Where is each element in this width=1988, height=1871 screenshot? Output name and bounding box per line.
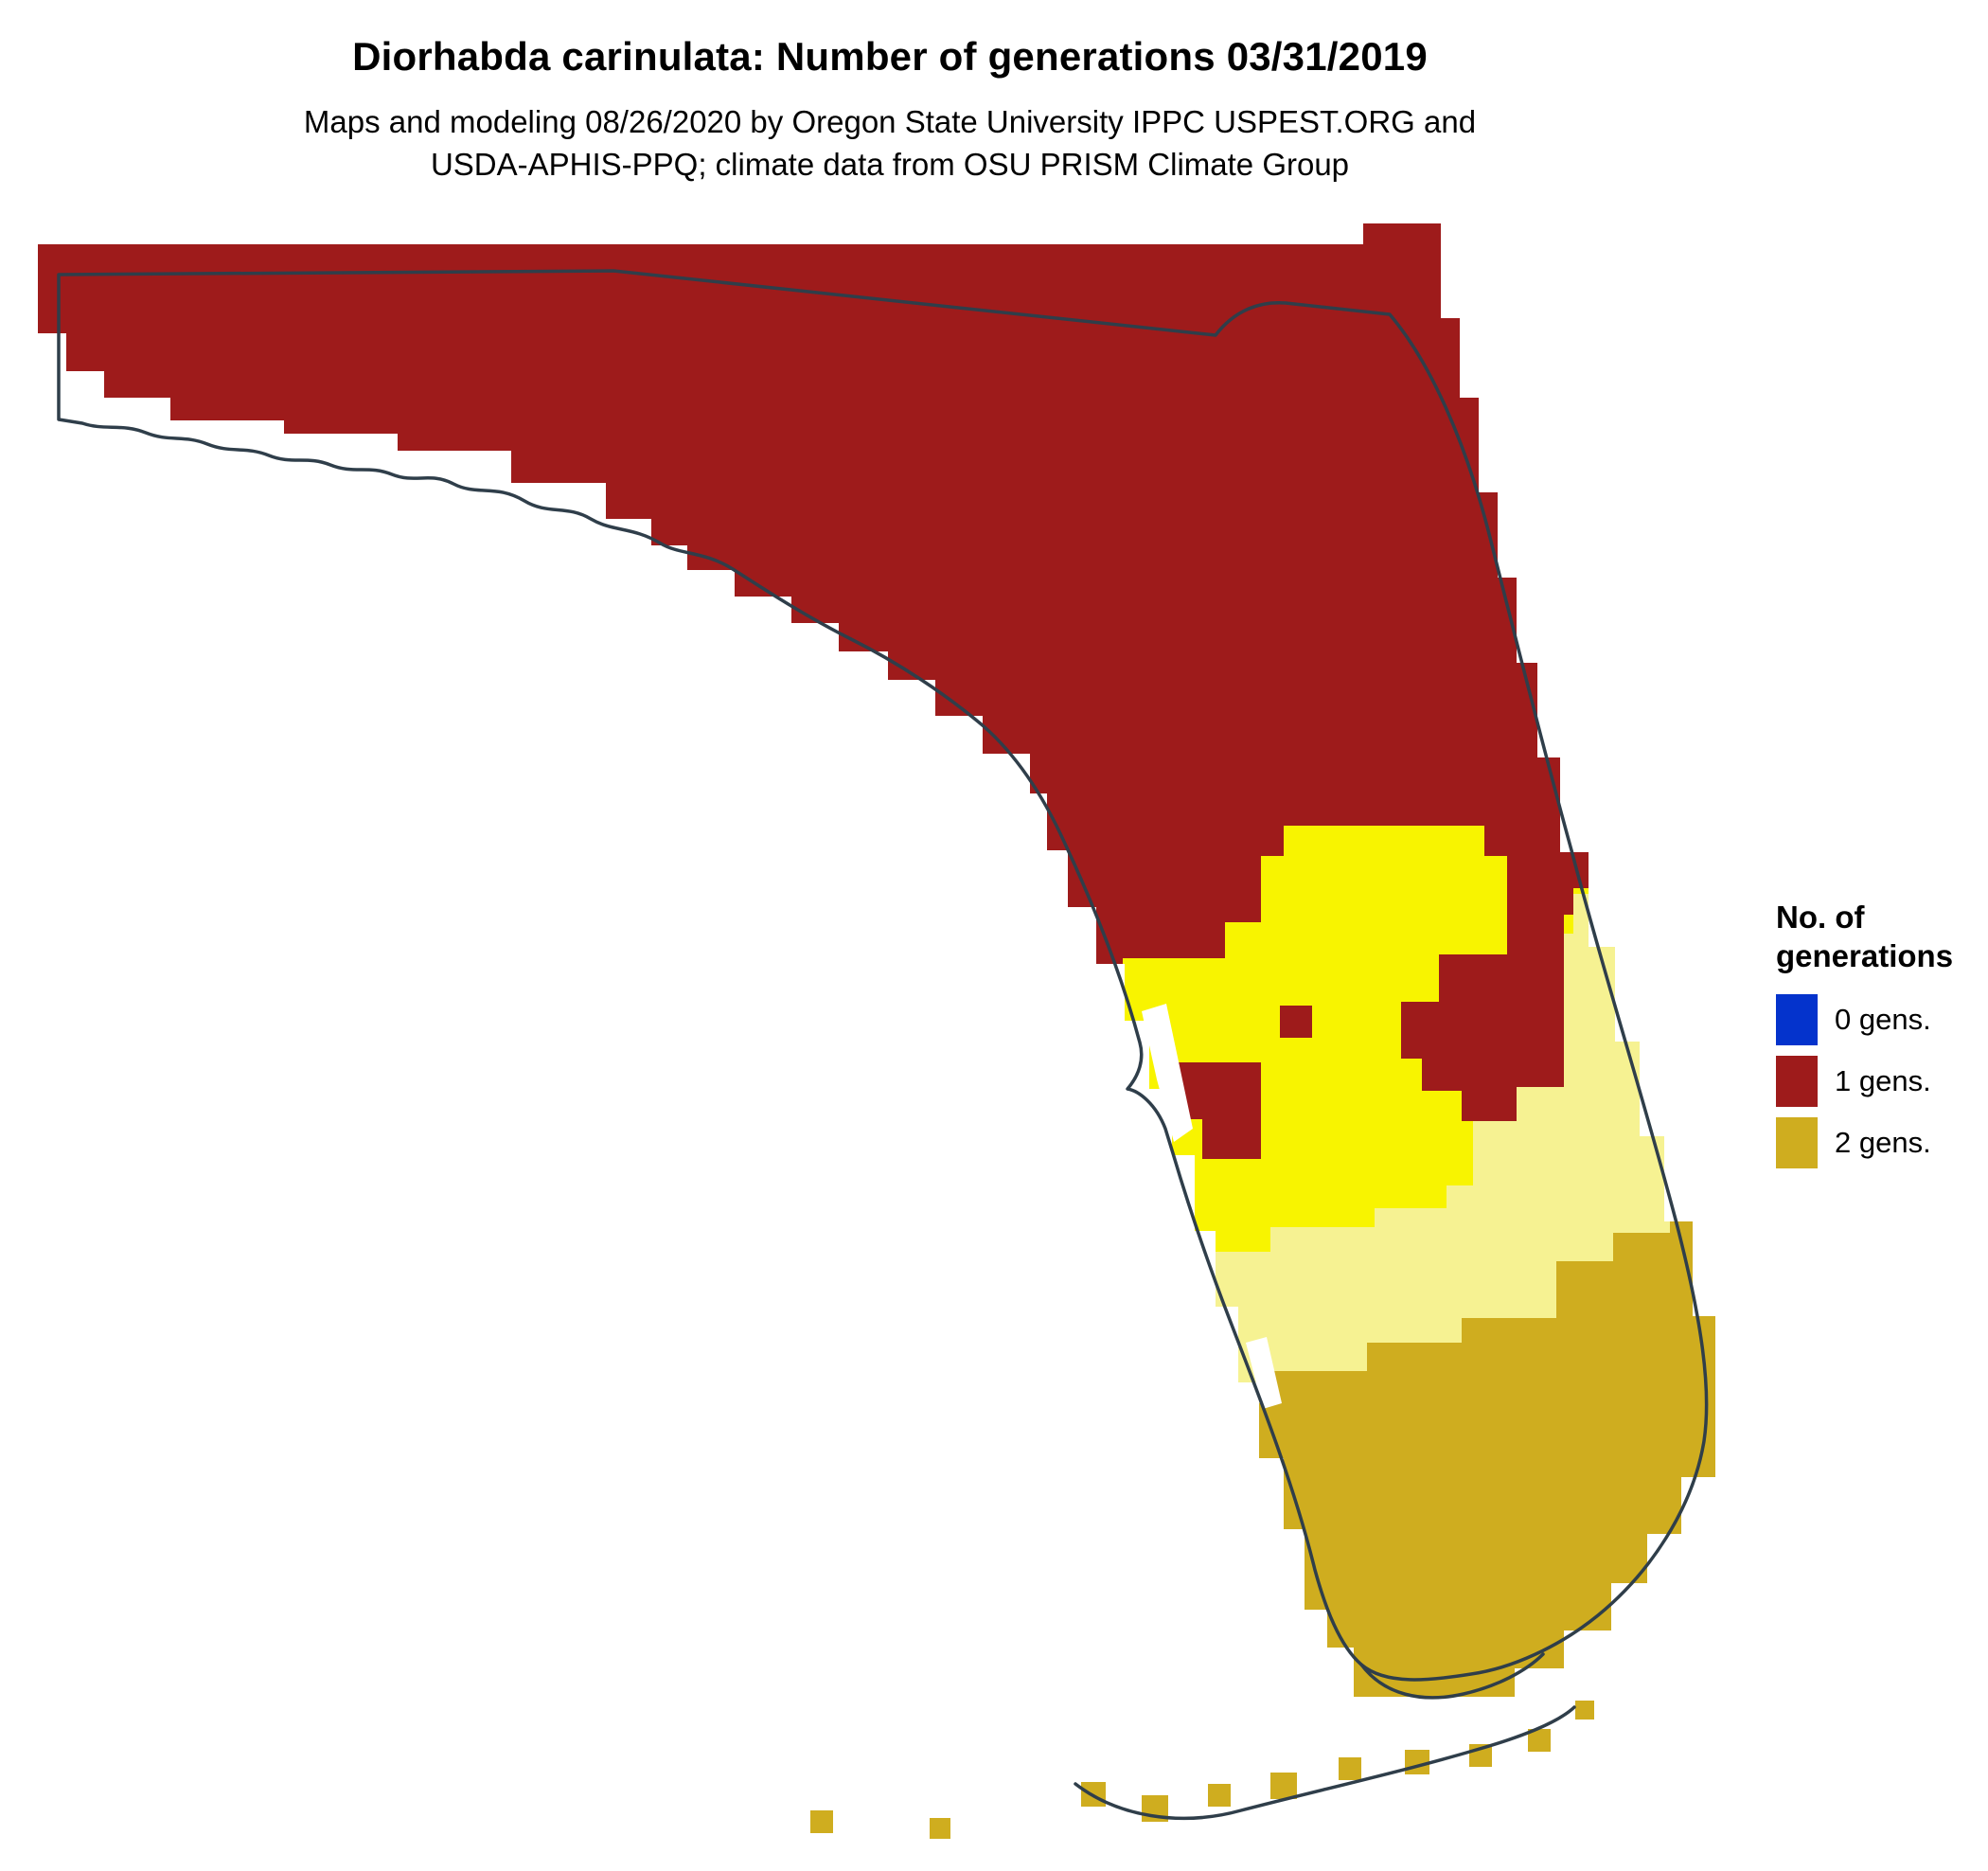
region-one-generation-lobe <box>1401 890 1564 1121</box>
legend-swatch-1-gens <box>1776 1056 1818 1107</box>
page-title: Diorhabda carinulata: Number of generati… <box>352 34 1428 79</box>
legend-title-line-1: No. of <box>1776 900 1865 935</box>
legend-swatch-2-gens <box>1776 1117 1818 1168</box>
region-yellow-speck <box>952 820 1028 886</box>
legend-swatch-0-gens <box>1776 994 1818 1045</box>
legend-label-0-gens: 0 gens. <box>1835 1003 1931 1036</box>
legend-item-1-gens: 1 gens. <box>1776 1056 1984 1107</box>
legend-item-0-gens: 0 gens. <box>1776 994 1984 1045</box>
legend-label-2-gens: 2 gens. <box>1835 1126 1931 1159</box>
florida-keys-outline <box>1074 1652 1576 1821</box>
charlotte-harbor-notch <box>1246 1337 1282 1409</box>
region-two-generations-full <box>1170 1195 1715 1697</box>
legend-title-line-2: generations <box>1776 938 1954 973</box>
legend-title: No. of generations <box>1776 898 1984 975</box>
legend-item-2-gens: 2 gens. <box>1776 1117 1984 1168</box>
legend-items: 0 gens. 1 gens. 2 gens. <box>1776 994 1984 1168</box>
florida-state-outline <box>57 269 1709 1682</box>
page-subtitle: Maps and modeling 08/26/2020 by Oregon S… <box>0 100 1780 186</box>
subtitle-line-2: USDA-APHIS-PPQ; climate data from OSU PR… <box>430 147 1350 182</box>
subtitle-line-1: Maps and modeling 08/26/2020 by Oregon S… <box>303 104 1477 139</box>
map-header: Diorhabda carinulata: Number of generati… <box>0 34 1780 186</box>
legend-label-1-gens: 1 gens. <box>1835 1064 1931 1097</box>
tampa-bay-notch <box>1142 1004 1193 1142</box>
map-legend: No. of generations 0 gens. 1 gens. 2 gen… <box>1776 898 1984 1168</box>
region-one-generation-patch <box>1178 1006 1312 1159</box>
